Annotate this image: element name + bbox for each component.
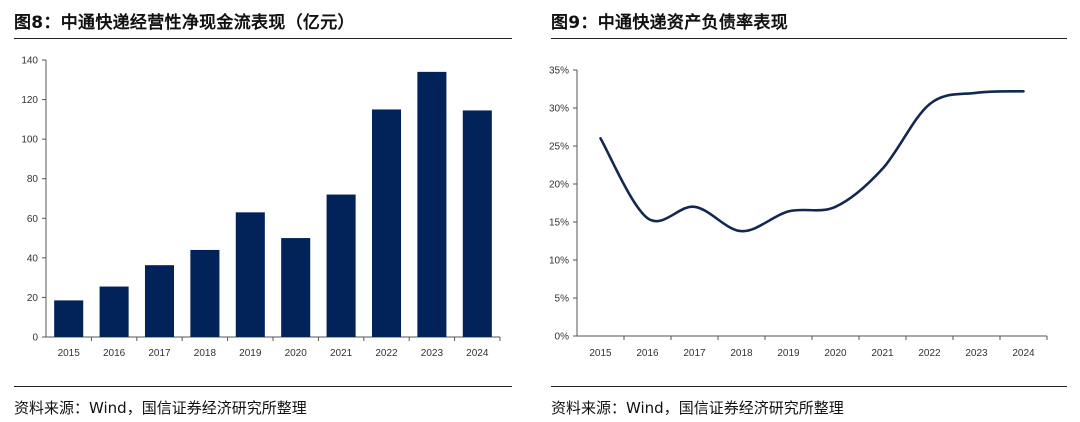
left-top-rule xyxy=(14,38,512,39)
x-tick-label: 2022 xyxy=(375,348,398,359)
series-line-asset-liability-ratio xyxy=(599,89,1025,233)
bar xyxy=(417,71,447,337)
line-chart: 0% 5% 10% 15% 20% 25% 30% 35% 2015 2016 2017 2018 20… xyxy=(549,66,1048,359)
bar xyxy=(235,212,265,337)
left-bottom-rule xyxy=(14,386,512,387)
right-source-note: 资料来源：Wind，国信证券经济研究所整理 xyxy=(551,399,844,417)
y-tick-label: 35% xyxy=(549,66,569,77)
x-tick-label: 2021 xyxy=(330,348,353,359)
bar xyxy=(281,238,311,337)
bar xyxy=(144,265,175,337)
y-tick-label: 60 xyxy=(27,214,39,225)
x-tick-label: 2015 xyxy=(58,348,81,359)
y-tick-label: 15% xyxy=(549,218,569,229)
x-tick-label: 2024 xyxy=(1012,348,1035,359)
bar-chart: 0 20 40 60 80 100 120 140 2015 2016 2017 2018 2019 20… xyxy=(21,56,501,359)
x-tick-label: 2024 xyxy=(466,348,489,359)
bar xyxy=(326,194,356,337)
y-tick-label: 20 xyxy=(27,293,39,304)
x-tick-label: 2018 xyxy=(194,348,217,359)
bar xyxy=(462,110,492,337)
x-tick-label: 2017 xyxy=(683,348,706,359)
x-tick-label: 2023 xyxy=(965,348,988,359)
y-tick-label: 80 xyxy=(27,174,39,185)
left-source-note: 资料来源：Wind，国信证券经济研究所整理 xyxy=(14,399,307,417)
y-tick-label: 140 xyxy=(21,56,38,67)
y-tick-label: 40 xyxy=(27,253,39,264)
x-tick-label: 2019 xyxy=(239,348,262,359)
right-figure-panel: 图9：中通快递资产负债率表现 0% 5% 10% 15% 20% 25% 30% 35% 201… xyxy=(537,0,1080,422)
x-tick-label: 2016 xyxy=(103,348,126,359)
x-tick-label: 2017 xyxy=(148,348,171,359)
x-tick-label: 2016 xyxy=(636,348,659,359)
x-tick-label: 2020 xyxy=(824,348,847,359)
left-figure-panel: 图8：中通快递经营性净现金流表现（亿元） 0 20 40 60 80 100 120 140 2… xyxy=(0,0,520,422)
y-tick-label: 20% xyxy=(549,180,569,191)
x-tick-label: 2019 xyxy=(777,348,800,359)
y-tick-label: 0 xyxy=(32,333,38,344)
right-figure-title: 图9：中通快递资产负债率表现 xyxy=(551,13,789,33)
y-tick-label: 10% xyxy=(549,256,569,267)
right-bottom-rule xyxy=(551,386,1067,387)
bar xyxy=(99,286,129,337)
left-figure-title: 图8：中通快递经营性净现金流表现（亿元） xyxy=(14,13,355,33)
x-tick-label: 2021 xyxy=(871,348,894,359)
bar xyxy=(190,249,220,337)
bar xyxy=(371,109,402,337)
y-tick-label: 120 xyxy=(21,95,38,106)
y-tick-label: 30% xyxy=(549,104,569,115)
x-tick-label: 2018 xyxy=(730,348,753,359)
right-top-rule xyxy=(551,38,1067,39)
x-tick-label: 2020 xyxy=(285,348,308,359)
y-tick-label: 100 xyxy=(21,135,38,146)
y-tick-label: 0% xyxy=(555,332,570,343)
x-tick-label: 2023 xyxy=(421,348,444,359)
y-tick-label: 25% xyxy=(549,142,569,153)
bar xyxy=(54,300,84,337)
x-tick-label: 2015 xyxy=(589,348,612,359)
y-tick-label: 5% xyxy=(555,294,570,305)
x-tick-label: 2022 xyxy=(918,348,941,359)
